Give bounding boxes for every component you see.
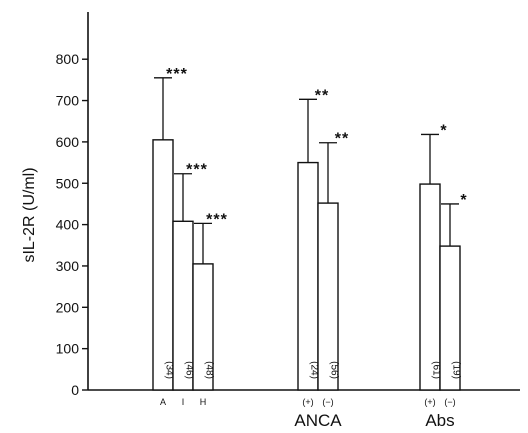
y-tick-label: 600 <box>56 134 80 150</box>
x-tick-label: (+) <box>302 397 313 407</box>
group-label: ANCA <box>294 411 342 430</box>
bar-group: (24) ** (+) (56) ** (−) ANCA <box>294 87 349 430</box>
bar <box>439 245 461 391</box>
y-tick-label: 500 <box>56 175 80 191</box>
significance-label: *** <box>206 211 228 228</box>
x-tick-label: (+) <box>424 397 435 407</box>
sample-size-label: (56) <box>329 361 340 379</box>
sample-size-label: (48) <box>204 361 215 379</box>
significance-label: * <box>460 192 467 209</box>
significance-label: *** <box>166 66 188 83</box>
bar <box>297 161 319 391</box>
x-tick-label: H <box>200 397 207 407</box>
y-axis-label: sIL-2R (U/ml) <box>21 167 38 262</box>
y-tick-label: 300 <box>56 258 80 274</box>
x-tick-label: I <box>182 397 185 407</box>
group-label: Abs <box>425 411 454 430</box>
sample-size-label: (34) <box>164 361 175 379</box>
sample-size-label: (46) <box>184 361 195 379</box>
y-tick-label: 700 <box>56 93 80 109</box>
axes: 0 100 200 300 400 500 600 700 800 <box>56 12 520 398</box>
significance-label: ** <box>315 87 329 104</box>
significance-label: ** <box>335 131 349 148</box>
x-tick-label: (−) <box>444 397 455 407</box>
y-tick-label: 100 <box>56 341 80 357</box>
sample-size-label: (24) <box>309 361 320 379</box>
bar <box>419 183 441 391</box>
significance-label: *** <box>186 162 208 179</box>
y-tick-label: 800 <box>56 51 80 67</box>
significance-label: * <box>440 122 447 139</box>
x-tick-label: A <box>160 397 166 407</box>
bar <box>152 139 174 391</box>
bars: (34)***A(46)***I(48)***H(24)**(+)(56)**(… <box>152 66 467 430</box>
bar-group: (61) * (+) (19) * (−) Abs <box>419 122 467 430</box>
x-tick-label: (−) <box>322 397 333 407</box>
sample-size-label: (61) <box>431 361 442 379</box>
sample-size-label: (19) <box>451 361 462 379</box>
bar <box>192 263 214 391</box>
bar <box>317 202 339 391</box>
y-tick-label: 0 <box>71 382 79 398</box>
y-tick-label: 200 <box>56 299 80 315</box>
bar-group: (34) *** A (46) *** I (48) *** H <box>152 66 228 407</box>
y-tick-label: 400 <box>56 217 80 233</box>
